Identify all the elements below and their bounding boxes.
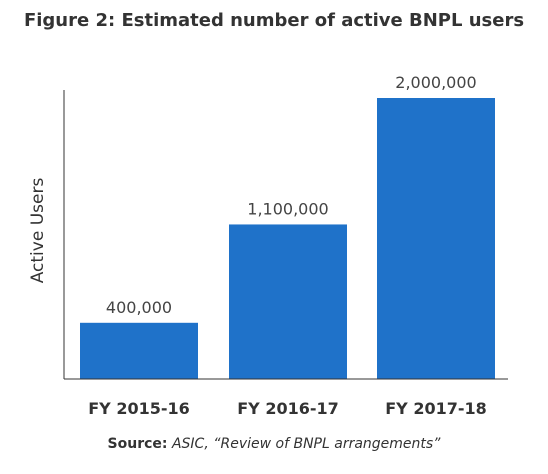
bars-group <box>80 98 495 379</box>
chart-title: Figure 2: Estimated number of active BNP… <box>23 10 525 31</box>
bar-3 <box>377 98 495 379</box>
source-text: ASIC, “Review of BNPL arrangements” <box>171 436 441 452</box>
data-labels-group: 400,000 1,100,000 2,000,000 <box>106 73 477 317</box>
bar-2 <box>229 224 347 379</box>
x-tick-labels-group: FY 2015-16 FY 2016-17 FY 2017-18 <box>88 399 487 418</box>
data-label-3: 2,000,000 <box>395 73 476 92</box>
source-label: Source: <box>107 436 168 452</box>
x-tick-label-1: FY 2015-16 <box>88 399 190 418</box>
source-note: Source: ASIC, “Review of BNPL arrangemen… <box>0 436 548 452</box>
bar-1 <box>80 322 198 379</box>
y-axis-label: Active Users <box>28 178 48 284</box>
x-tick-label-2: FY 2016-17 <box>237 399 339 418</box>
data-label-1: 400,000 <box>106 298 172 317</box>
x-tick-label-3: FY 2017-18 <box>385 399 487 418</box>
data-label-2: 1,100,000 <box>247 199 328 218</box>
